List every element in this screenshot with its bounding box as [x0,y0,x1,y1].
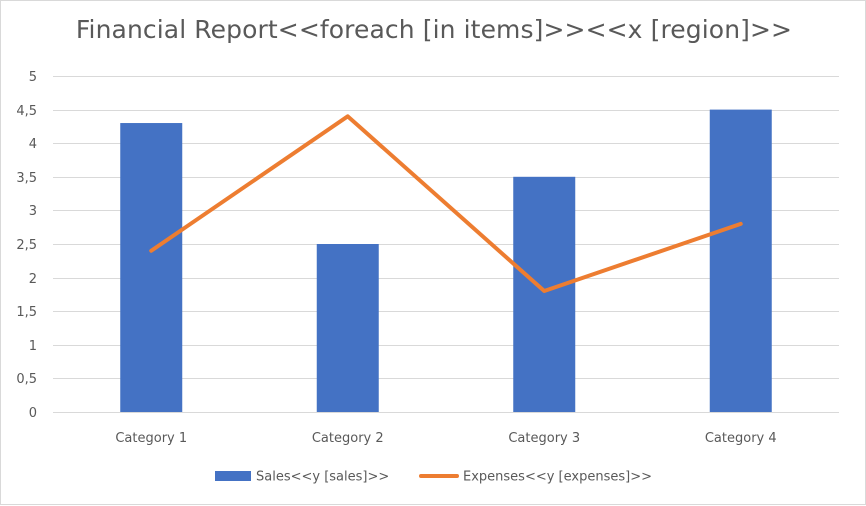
bar-sales [120,123,183,412]
bar-sales [513,176,576,412]
legend-label-expenses: Expenses<<y [expenses]>> [463,470,652,485]
gridlines [53,76,839,413]
y-tick-label: 1 [29,339,37,354]
x-tick-label: Category 1 [115,431,187,446]
y-tick-label: 5 [29,70,37,85]
x-axis-ticks: Category 1 Category 2 Category 3 Category 4 [115,431,776,446]
x-tick-label: Category 4 [705,431,777,446]
bar-sales [316,244,379,412]
legend: Sales<<y [sales]>> Expenses<<y [expenses]… [215,470,652,485]
legend-swatch-sales [215,471,251,481]
chart-title: Financial Report<<foreach [in items]>><<… [75,15,793,44]
x-tick-label: Category 3 [508,431,580,446]
y-tick-label: 4,5 [16,104,37,119]
legend-label-sales: Sales<<y [sales]>> [256,470,389,485]
y-tick-label: 0 [29,406,37,421]
y-tick-label: 2,5 [16,238,37,253]
y-tick-label: 4 [29,137,37,152]
y-tick-label: 3 [29,204,37,219]
y-tick-label: 3,5 [16,171,37,186]
sales-bars [120,109,772,412]
expenses-line [149,114,743,294]
y-axis-ticks: 0 0,5 1 1,5 2 2,5 3 3,5 4 4,5 5 [16,70,37,421]
bar-sales [709,109,772,412]
x-tick-label: Category 2 [312,431,384,446]
y-tick-label: 2 [29,272,37,287]
y-tick-label: 0,5 [16,372,37,387]
line-expenses [149,114,743,294]
y-tick-label: 1,5 [16,305,37,320]
